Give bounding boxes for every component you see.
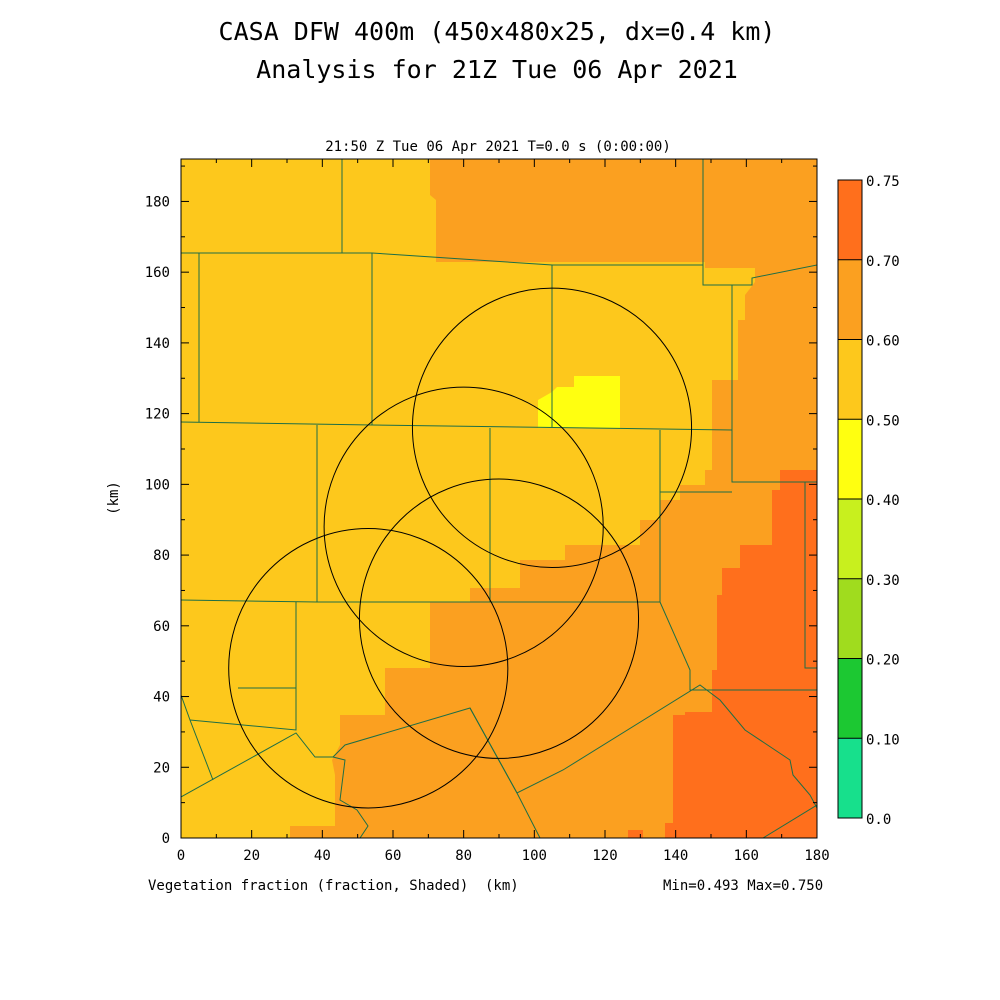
colorbar-label: 0.50 <box>866 413 900 429</box>
region-060-070 <box>290 159 817 838</box>
colorbar-segment <box>838 578 862 659</box>
y-tick-label: 180 <box>145 194 170 210</box>
y-tick-label: 120 <box>145 407 170 423</box>
y-axis-label: (km) <box>106 481 122 515</box>
y-tick-label: 100 <box>145 477 170 493</box>
colorbar: 0.0 0.10 0.20 0.30 0.40 0.50 0.60 0.70 0.75 <box>837 174 900 828</box>
colorbar-frame <box>837 179 863 819</box>
colorbar-label: 0.30 <box>866 573 900 589</box>
x-tick-label: 20 <box>243 848 260 864</box>
colorbar-segment <box>838 339 862 420</box>
colorbar-segment <box>838 658 862 739</box>
shaded-field <box>181 159 817 838</box>
region-040-050 <box>538 376 620 428</box>
y-tick-label: 60 <box>153 619 170 635</box>
y-axis: 0 20 40 60 80 100 120 140 160 180 <box>145 165 817 847</box>
x-tick-label: 100 <box>522 848 547 864</box>
colorbar-segment <box>838 180 862 260</box>
colorbar-label: 0.20 <box>866 653 900 669</box>
x-tick-label: 80 <box>455 848 472 864</box>
x-axis-label: (km) <box>485 878 519 894</box>
radar-range-ring <box>411 287 693 568</box>
y-tick-label: 140 <box>145 336 170 352</box>
y-tick-label: 40 <box>153 690 170 706</box>
colorbar-label: 0.75 <box>866 174 900 190</box>
region-070-075-a <box>665 470 817 838</box>
colorbar-segment <box>838 259 862 340</box>
colorbar-segment <box>838 738 862 818</box>
y-tick-label: 80 <box>153 548 170 564</box>
radar-range-ring <box>358 478 640 759</box>
colorbar-label: 0.40 <box>866 493 900 509</box>
x-tick-label: 160 <box>734 848 759 864</box>
x-tick-label: 120 <box>592 848 617 864</box>
x-tick-label: 140 <box>663 848 688 864</box>
colorbar-segment <box>838 499 862 579</box>
county-boundaries <box>181 159 817 838</box>
x-tick-label: 40 <box>314 848 331 864</box>
y-tick-label: 160 <box>145 265 170 281</box>
plot-time-label: 21:50 Z Tue 06 Apr 2021 T=0.0 s (0:00:00… <box>325 139 671 155</box>
y-tick-label: 0 <box>162 831 170 847</box>
colorbar-segment <box>838 419 862 499</box>
region-070-075-b <box>628 830 643 838</box>
field-label: Vegetation fraction (fraction, Shaded) <box>148 878 468 894</box>
radar-range-rings <box>228 287 693 809</box>
colorbar-label: 0.60 <box>866 334 900 350</box>
x-axis: 0 20 40 60 80 100 120 140 160 180 <box>177 159 830 864</box>
y-tick-label: 20 <box>153 760 170 776</box>
colorbar-label: 0.10 <box>866 732 900 748</box>
min-max-label: Min=0.493 Max=0.750 <box>663 878 823 894</box>
colorbar-label: 0.70 <box>866 254 900 270</box>
colorbar-label: 0.0 <box>866 812 891 828</box>
radar-range-ring <box>228 528 509 809</box>
x-tick-label: 0 <box>177 848 185 864</box>
chart-subtitle: Analysis for 21Z Tue 06 Apr 2021 <box>256 55 738 84</box>
x-tick-label: 180 <box>804 848 829 864</box>
x-tick-label: 60 <box>385 848 402 864</box>
chart-title: CASA DFW 400m (450x480x25, dx=0.4 km) <box>219 17 776 46</box>
radar-range-ring <box>323 386 604 667</box>
